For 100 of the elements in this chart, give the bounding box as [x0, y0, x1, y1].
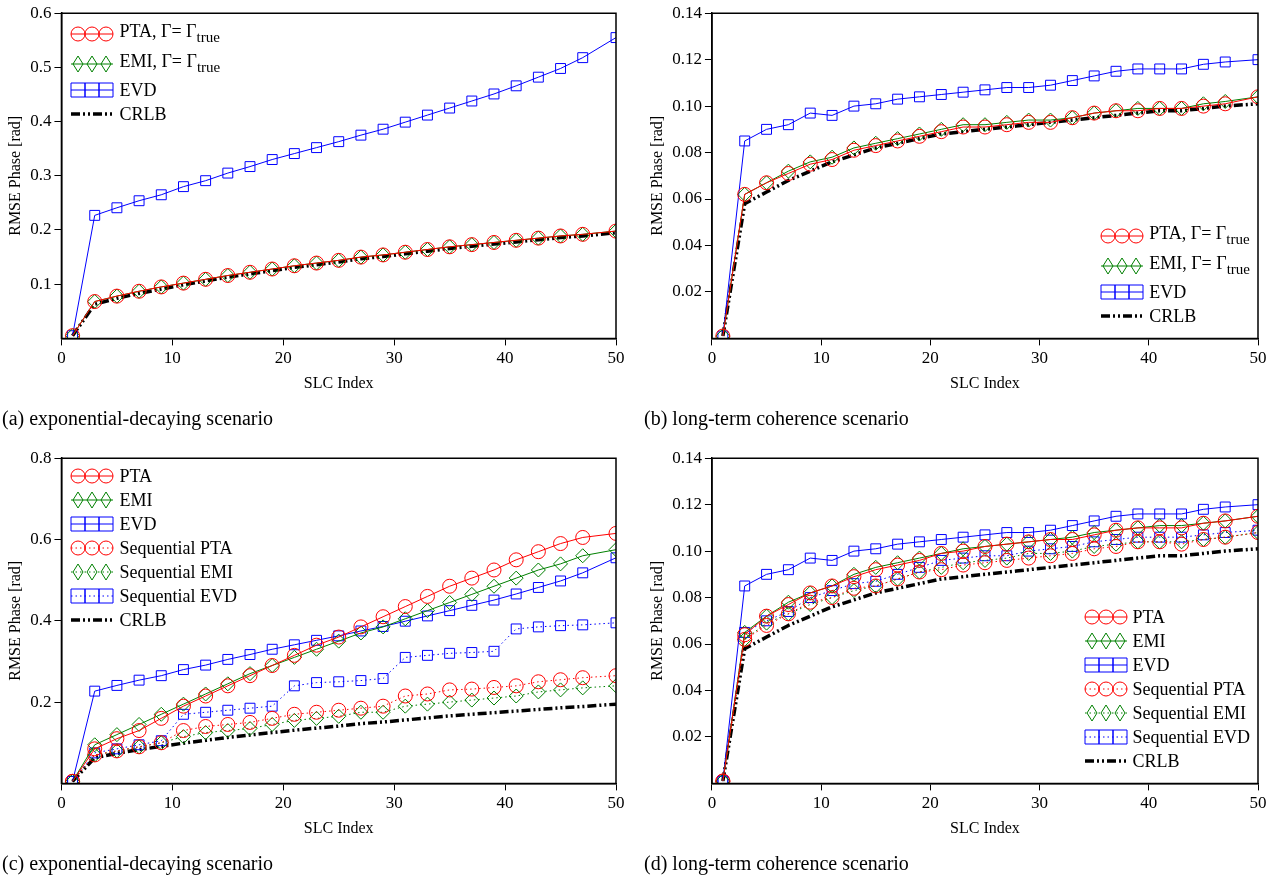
point: [309, 710, 325, 726]
point: [555, 575, 566, 587]
point: [804, 592, 816, 604]
point: [109, 731, 125, 747]
point: [375, 704, 391, 720]
x-tick-label: 10: [812, 348, 830, 368]
y-tick-label: 0.12: [672, 494, 702, 514]
point: [1197, 529, 1209, 541]
point: [1197, 58, 1209, 70]
point: [957, 531, 969, 543]
y-axis-title: RMSE Phase [rad]: [5, 560, 23, 681]
x-axis-title: SLC Index: [303, 818, 374, 836]
point: [133, 195, 145, 207]
point: [575, 670, 591, 686]
y-tick-label: 0.06: [672, 633, 702, 653]
y-tick-label: 0.5: [30, 56, 52, 76]
x-tick-label: 30: [1031, 348, 1049, 368]
x-tick-label: 0: [57, 793, 66, 813]
x-tick-label: 40: [1140, 348, 1158, 368]
point: [311, 677, 322, 689]
point: [178, 181, 189, 193]
point: [848, 545, 860, 557]
point: [133, 674, 145, 686]
point: [848, 578, 860, 590]
point: [486, 679, 502, 695]
point: [553, 556, 569, 572]
point: [575, 680, 591, 696]
point: [222, 653, 234, 665]
point: [892, 93, 904, 105]
point: [555, 63, 566, 74]
point: [1132, 63, 1144, 75]
point: [555, 620, 566, 632]
point: [1088, 70, 1100, 82]
y-axis-title: RMSE Phase [rad]: [5, 115, 23, 236]
point: [508, 552, 524, 568]
legend-label: Sequential PTA: [1132, 678, 1246, 702]
y-tick-label: 0.04: [672, 234, 703, 254]
legend-label: CRLB: [119, 609, 167, 633]
point: [178, 708, 189, 720]
point: [200, 175, 212, 187]
text: (b) long-term coherence scenario: [644, 407, 909, 430]
legend-label: EVD: [1149, 281, 1187, 305]
y-tick-label: 0.08: [672, 142, 702, 162]
point: [979, 84, 991, 96]
point: [200, 659, 212, 671]
point: [242, 721, 258, 737]
point: [331, 708, 347, 724]
point: [1045, 524, 1056, 536]
point: [826, 554, 838, 566]
point: [153, 710, 169, 726]
point: [155, 735, 167, 747]
point: [311, 142, 322, 154]
point: [244, 702, 256, 714]
point: [198, 718, 214, 734]
point: [444, 102, 456, 114]
text: (c) exponential-decaying scenario: [2, 852, 273, 875]
point: [1154, 508, 1166, 520]
x-tick-label: 50: [607, 793, 625, 813]
point: [826, 585, 838, 597]
y-tick-label: 0.6: [30, 528, 52, 548]
point: [175, 723, 191, 739]
point: [198, 725, 214, 741]
x-axis-title: SLC Index: [950, 818, 1020, 836]
point: [111, 743, 123, 755]
point: [508, 570, 524, 586]
point: [914, 561, 925, 573]
point: [1110, 510, 1122, 522]
point: [377, 673, 389, 684]
legend-label: Sequential EMI: [1132, 702, 1246, 726]
point: [1001, 82, 1013, 93]
text: (a) exponential-decaying scenario: [2, 407, 273, 430]
point: [1066, 75, 1078, 87]
point: [1219, 56, 1231, 68]
point: [131, 723, 147, 739]
point: [399, 116, 411, 128]
point: [1066, 541, 1078, 552]
point: [309, 637, 325, 653]
x-tick-label: 30: [385, 348, 403, 368]
point: [422, 649, 433, 661]
x-tick-label: 20: [921, 793, 939, 813]
point: [957, 86, 969, 98]
point: [442, 694, 458, 710]
point: [466, 95, 478, 107]
point: [200, 706, 212, 718]
point: [311, 634, 322, 646]
point: [1021, 550, 1037, 566]
point: [848, 100, 860, 112]
point: [1132, 508, 1144, 520]
point: [530, 684, 546, 700]
point: [444, 647, 456, 659]
point: [575, 548, 591, 564]
point: [914, 91, 925, 103]
point: [464, 681, 480, 697]
point: [131, 716, 147, 732]
legend-label: CRLB: [1132, 750, 1180, 774]
point: [353, 625, 369, 641]
point: [804, 107, 816, 119]
point: [761, 568, 773, 580]
x-tick-label: 10: [812, 793, 830, 813]
point: [375, 698, 391, 714]
